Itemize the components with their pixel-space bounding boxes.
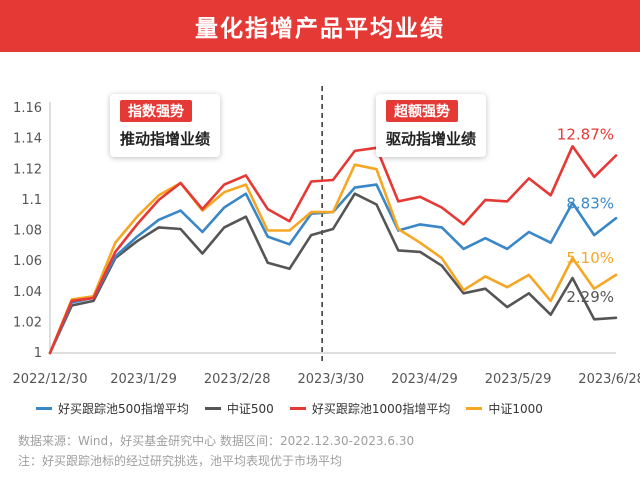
x-tick-label: 2023/3/30 bbox=[297, 372, 364, 387]
y-tick-label: 1.08 bbox=[13, 224, 42, 239]
chart-title: 量化指增产品平均业绩 bbox=[195, 16, 445, 42]
label-layer: 1 1.02 1.04 1.06 1.08 1.1 1.12 1.14 1.16 2022/12/… bbox=[13, 101, 640, 387]
title-banner: 量化指增产品平均业绩 bbox=[0, 0, 640, 52]
legend-label-1000-enhanced: 好买跟踪池1000指增平均 bbox=[311, 401, 451, 416]
disclaimer-note: 注：好买跟踪池标的经过研究挑选，池平均表现优于市场平均 bbox=[18, 454, 343, 468]
x-tick-label: 2023/4/29 bbox=[391, 372, 458, 387]
chart-legend: 好买跟踪池500指增平均 中证500 好买跟踪池1000指增平均 中证1000 bbox=[36, 398, 636, 418]
legend-swatch-csi500 bbox=[204, 406, 221, 410]
series-line-s1000 bbox=[48, 145, 618, 355]
phase-tag-index-strong: 指数强势 bbox=[120, 100, 192, 122]
grid-layer bbox=[49, 86, 616, 365]
x-tick-label: 2022/12/30 bbox=[13, 372, 88, 387]
y-tick-label: 1.04 bbox=[13, 285, 42, 300]
phase-box-excess-strong: 超额强势 驱动指增业绩 bbox=[376, 94, 487, 157]
y-tick-label: 1.06 bbox=[13, 254, 42, 269]
x-tick-label: 2023/6/28 bbox=[578, 372, 640, 387]
phase-desc-index-strong: 推动指增业绩 bbox=[120, 130, 211, 148]
end-value-label: 8.83% bbox=[566, 194, 614, 212]
legend-item-csi500: 中证500 bbox=[204, 400, 274, 417]
legend-item-csi1000: 中证1000 bbox=[466, 400, 543, 417]
line-chart: 1 1.02 1.04 1.06 1.08 1.1 1.12 1.14 1.16 2022/12/… bbox=[13, 86, 640, 387]
y-tick-label: 1.12 bbox=[13, 162, 42, 177]
phase-tag-excess-strong: 超额强势 bbox=[386, 100, 458, 122]
series-line-csi1000 bbox=[48, 163, 618, 355]
end-value-label: 2.29% bbox=[566, 288, 614, 306]
phase-box-index-strong: 指数强势 推动指增业绩 bbox=[110, 94, 221, 157]
x-tick-label: 2023/5/29 bbox=[485, 372, 552, 387]
y-tick-label: 1 bbox=[34, 346, 42, 361]
phase-desc-excess-strong: 驱动指增业绩 bbox=[386, 130, 477, 148]
legend-item-1000-enhanced: 好买跟踪池1000指增平均 bbox=[289, 400, 451, 417]
legend-label-csi500: 中证500 bbox=[226, 401, 274, 416]
x-tick-label: 2023/1/29 bbox=[110, 372, 177, 387]
y-tick-label: 1.02 bbox=[13, 315, 42, 330]
series-line-csi500 bbox=[48, 192, 618, 355]
data-source-note: 数据来源：Wind，好买基金研究中心 数据区间：2022.12.30-2023.… bbox=[18, 434, 415, 448]
x-tick-label: 2023/2/28 bbox=[204, 372, 271, 387]
end-value-label: 5.10% bbox=[566, 249, 614, 267]
legend-label-csi1000: 中证1000 bbox=[488, 401, 543, 416]
end-value-label: 12.87% bbox=[557, 125, 614, 143]
legend-swatch-500-enhanced bbox=[36, 406, 52, 410]
legend-swatch-1000-enhanced bbox=[289, 406, 306, 410]
legend-swatch-csi1000 bbox=[466, 406, 483, 410]
series-layer bbox=[48, 145, 618, 355]
y-tick-label: 1.16 bbox=[13, 101, 42, 116]
legend-label-500-enhanced: 好买跟踪池500指增平均 bbox=[58, 401, 189, 416]
y-tick-label: 1.1 bbox=[21, 193, 42, 208]
legend-item-500-enhanced: 好买跟踪池500指增平均 bbox=[36, 400, 189, 417]
y-tick-label: 1.14 bbox=[13, 132, 42, 147]
